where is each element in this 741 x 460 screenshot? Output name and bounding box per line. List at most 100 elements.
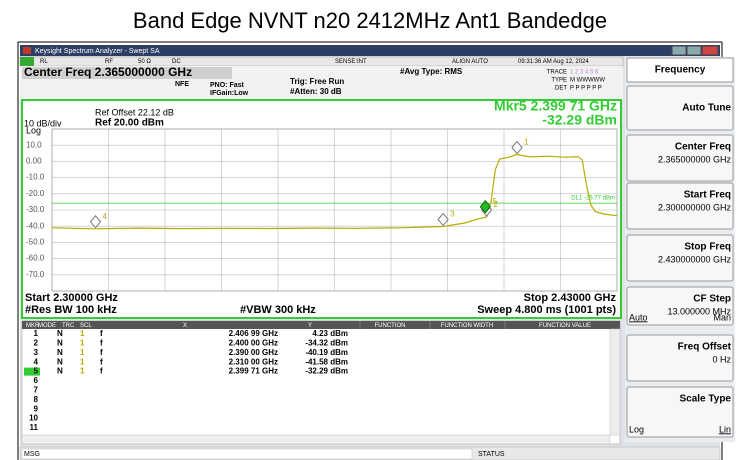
softkey-label: CF Step (693, 294, 731, 305)
status-item: DC (172, 59, 181, 65)
table-cell: 6 (34, 376, 39, 385)
table-cell: 10 (29, 414, 38, 423)
vbw: #VBW 300 kHz (240, 304, 316, 316)
table-cell: 8 (34, 395, 39, 404)
table-cell: -34.32 dBm (305, 339, 348, 348)
marker (89, 214, 102, 229)
softkey-label: Stop Freq (684, 242, 731, 253)
pno: PNO: Fast (210, 82, 245, 89)
table-vscroll[interactable] (609, 328, 621, 436)
softkey[interactable] (626, 286, 734, 326)
marker-label: 4 (102, 212, 107, 221)
softkey[interactable] (626, 386, 734, 438)
table-cell: f (100, 339, 103, 348)
table-cell: f (100, 367, 103, 376)
trace-label: TRACE (547, 70, 567, 76)
softkey-value: 2.365000000 GHz (658, 154, 732, 164)
sweep: Sweep 4.800 ms (1001 pts) (477, 304, 616, 316)
softkey-value: 2.430000000 GHz (658, 254, 732, 264)
stop-freq: Stop 2.43000 GHz (524, 292, 617, 304)
softkey-header-box (626, 57, 734, 83)
nfe: NFE (175, 81, 189, 88)
table-cell: 2.406 99 GHz (229, 329, 278, 338)
display-line-label: DL1 -25.77 dBm (571, 196, 615, 202)
msg: MSG (24, 451, 40, 458)
close-button[interactable] (701, 45, 719, 56)
avg-type: #Avg Type: RMS (400, 67, 463, 76)
center-freq-box (22, 67, 232, 79)
scale-div: 10 dB/div (24, 118, 62, 128)
table-cell: -32.29 dBm (305, 367, 348, 376)
y-tick-label: -30.0 (26, 205, 45, 214)
marker-label: 5 (492, 197, 497, 206)
ifgain: IFGain:Low (210, 90, 249, 97)
marker-readout: Mkr5 2.399 71 GHz (494, 98, 617, 114)
table-cell: 5 (34, 367, 39, 376)
table-cell: f (100, 329, 103, 338)
table-header: X (183, 323, 187, 329)
table-cell: 7 (34, 386, 39, 395)
msg-box (21, 448, 473, 460)
softkey[interactable] (626, 334, 734, 382)
table-cell: 3 (34, 348, 39, 357)
table-header: MODE (38, 323, 56, 329)
softkey[interactable] (626, 234, 734, 282)
start-freq: Start 2.30000 GHz (25, 292, 118, 304)
table-header: FUNCTION WIDTH (441, 323, 493, 329)
softkey-option: Auto (629, 312, 648, 322)
table-cell: 11 (30, 423, 39, 432)
table-header: FUNCTION VALUE (539, 323, 591, 329)
y-tick-label: -50.0 (26, 238, 45, 247)
status: STATUS (478, 451, 505, 458)
ref-level: Ref 20.00 dBm (95, 118, 164, 129)
status-item: ALIGN AUTO (452, 59, 488, 65)
softkey-label: Freq Offset (678, 342, 732, 353)
marker-label: 3 (450, 210, 455, 219)
active-row-highlight (24, 367, 40, 376)
marker-label: 1 (524, 138, 529, 147)
trig: Trig: Free Run (290, 77, 344, 86)
table-header: TRC (62, 323, 75, 329)
softkey[interactable] (626, 134, 734, 182)
table-cell: N (57, 367, 63, 376)
table-cell: 9 (34, 404, 39, 413)
trace (51, 153, 618, 230)
maximize-button[interactable] (686, 45, 702, 56)
table-hscroll[interactable] (21, 434, 611, 445)
marker-readout-value: -32.29 dBm (542, 112, 617, 128)
det-value: P P P P P P (570, 86, 602, 92)
table-cell: f (100, 348, 103, 357)
softkey[interactable] (626, 85, 734, 131)
table-cell: 2.400 00 GHz (229, 339, 278, 348)
softkey-label: Start Freq (684, 190, 731, 201)
type-value: M WWWWW (570, 78, 605, 84)
trace-value: 1 2 3 4 5 6 (570, 70, 599, 76)
table-header: FUNCTION (375, 323, 406, 329)
table-header: Y (308, 323, 312, 329)
softkey-option: Man (713, 312, 731, 322)
y-tick-label: -40.0 (26, 221, 45, 230)
minimize-button[interactable] (671, 45, 687, 56)
table-cell: N (57, 339, 63, 348)
table-cell: 2 (34, 339, 39, 348)
y-tick-label: 0.00 (26, 157, 42, 166)
softkey-value: 2.300000000 GHz (658, 202, 732, 212)
table-cell: 4 (34, 357, 39, 366)
status-item: RF (105, 59, 113, 65)
table-cell: N (57, 348, 63, 357)
softkey-header: Frequency (655, 65, 706, 76)
softkey-label: Center Freq (675, 142, 731, 153)
marker (437, 212, 449, 227)
softkey-option: Log (629, 424, 644, 434)
table-cell: 1 (80, 339, 85, 348)
softkey-value: 13.000000 MHz (667, 306, 731, 316)
table-cell: -41.58 dBm (305, 357, 348, 366)
table-cell: N (57, 357, 63, 366)
table-cell: -40.19 dBm (305, 348, 348, 357)
softkey[interactable] (626, 182, 734, 230)
page-title: Band Edge NVNT n20 2412MHz Ant1 Bandedge (133, 8, 607, 33)
type-label: TYPE (551, 78, 567, 84)
softkey-label: Scale Type (679, 394, 731, 405)
table-cell: 2.310 00 GHz (229, 357, 278, 366)
